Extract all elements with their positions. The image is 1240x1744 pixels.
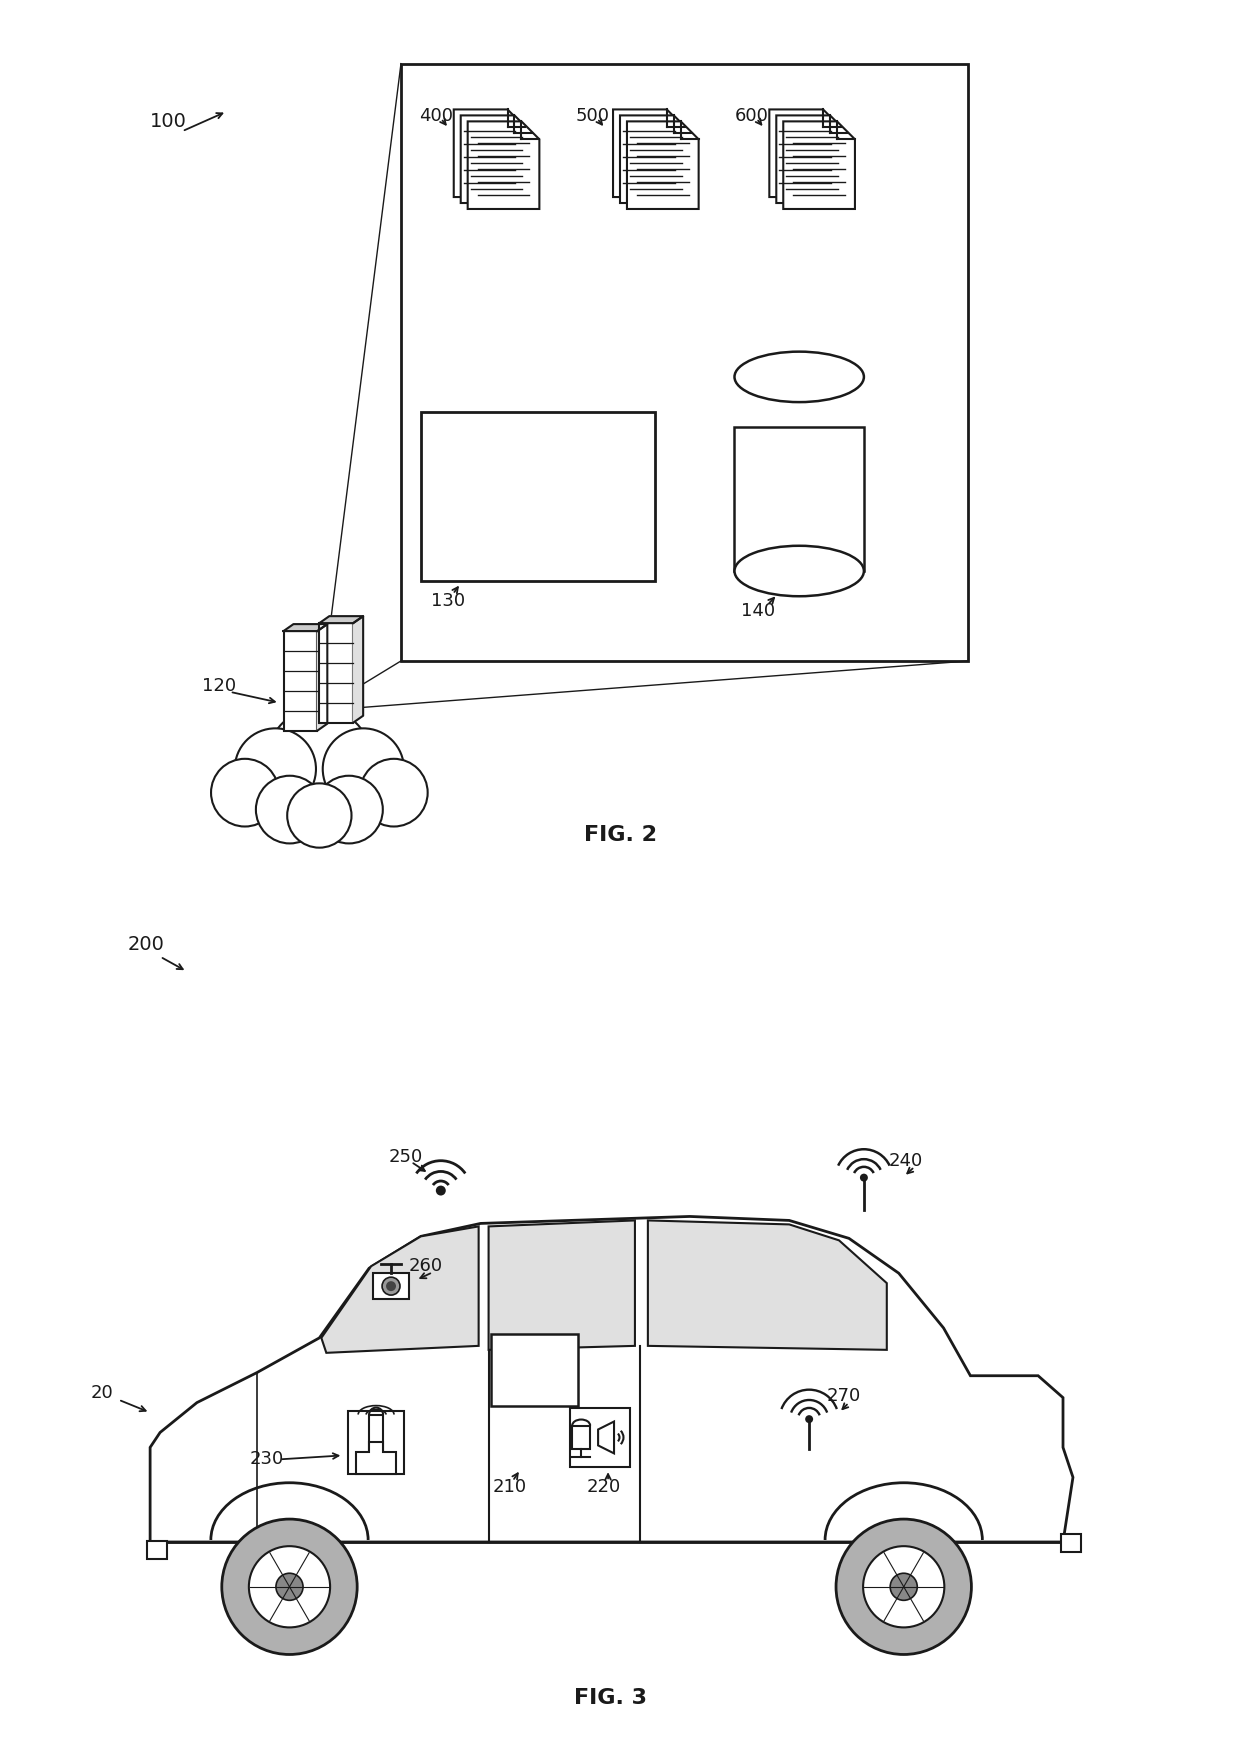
Text: FIG. 2: FIG. 2 [584,825,656,846]
Circle shape [222,1519,357,1655]
Circle shape [315,776,383,844]
Bar [148,1542,167,1559]
Bar [570,1407,630,1467]
Text: 100: 100 [150,112,187,131]
Circle shape [435,1186,446,1196]
Circle shape [322,729,404,809]
Text: 500: 500 [575,108,609,126]
Polygon shape [317,624,327,731]
Circle shape [249,1547,330,1627]
Circle shape [277,1573,303,1601]
Text: 250: 250 [389,1148,423,1165]
Polygon shape [647,1221,887,1350]
Polygon shape [784,122,854,209]
Circle shape [211,759,279,827]
Bar [420,412,655,581]
Text: 400: 400 [419,108,453,126]
Text: 140: 140 [742,602,775,621]
Bar [370,1414,383,1453]
Text: 200: 200 [128,935,164,954]
Bar [320,623,353,722]
Polygon shape [620,115,692,202]
Ellipse shape [734,546,864,596]
Text: 260: 260 [409,1257,443,1275]
Bar [401,63,968,661]
Polygon shape [320,616,363,623]
Polygon shape [321,1226,479,1353]
Ellipse shape [734,352,864,403]
Circle shape [386,1282,396,1291]
Text: 220: 220 [587,1479,620,1496]
Circle shape [255,776,324,844]
Polygon shape [356,1442,396,1474]
Text: 230: 230 [249,1451,284,1468]
Text: 270: 270 [827,1386,862,1404]
Circle shape [382,1277,401,1296]
Polygon shape [613,110,684,197]
Circle shape [360,759,428,827]
Circle shape [859,1174,868,1182]
Bar [491,1334,578,1406]
Polygon shape [353,616,363,722]
Circle shape [267,708,372,813]
Bar [348,1411,404,1474]
Polygon shape [461,115,532,202]
Bar [734,427,864,570]
Bar [1061,1535,1081,1552]
Text: 20: 20 [91,1383,113,1402]
Text: 130: 130 [430,593,465,610]
Polygon shape [150,1217,1073,1542]
Bar [284,631,317,731]
Polygon shape [489,1221,635,1350]
Bar [572,1425,590,1449]
Text: 120: 120 [202,677,236,694]
Circle shape [805,1414,813,1423]
Ellipse shape [234,722,404,799]
Polygon shape [454,110,526,197]
Polygon shape [598,1421,614,1453]
Polygon shape [776,115,848,202]
Circle shape [234,729,316,809]
Text: 600: 600 [734,108,769,126]
Polygon shape [769,110,841,197]
Text: FIG. 3: FIG. 3 [574,1688,646,1709]
Polygon shape [467,122,539,209]
Text: 240: 240 [889,1151,923,1170]
Text: 210: 210 [492,1479,527,1496]
Circle shape [288,783,351,848]
Circle shape [863,1547,945,1627]
Circle shape [836,1519,971,1655]
Polygon shape [627,122,698,209]
Circle shape [890,1573,918,1601]
Bar [373,1273,409,1299]
Polygon shape [284,624,327,631]
